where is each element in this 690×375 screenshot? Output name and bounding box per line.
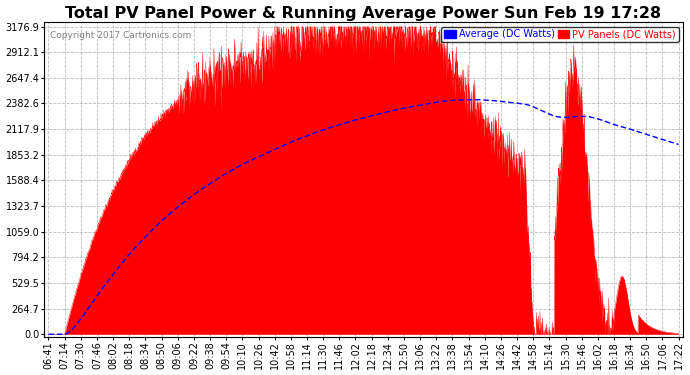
Legend: Average (DC Watts), PV Panels (DC Watts): Average (DC Watts), PV Panels (DC Watts)	[441, 27, 679, 42]
Title: Total PV Panel Power & Running Average Power Sun Feb 19 17:28: Total PV Panel Power & Running Average P…	[66, 6, 662, 21]
Text: Copyright 2017 Cartronics.com: Copyright 2017 Cartronics.com	[50, 31, 191, 40]
